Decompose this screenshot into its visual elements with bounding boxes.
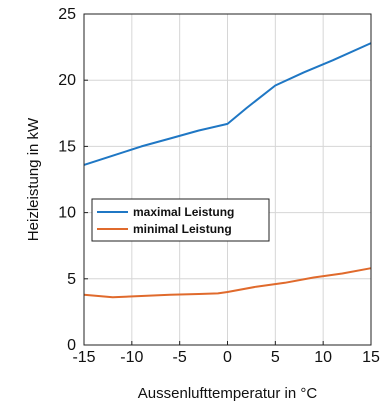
x-axis-label: Aussenlufttemperatur in °C: [138, 385, 318, 402]
y-tick-label: 0: [67, 337, 76, 354]
y-axis-label: Heizleistung in kW: [25, 117, 42, 241]
series-line-maximal: [83, 42, 372, 166]
y-tick-label: 10: [58, 205, 76, 222]
x-tick-label: -15: [72, 349, 95, 366]
y-tick-label: 15: [58, 138, 76, 155]
legend: maximal Leistung minimal Leistung: [91, 198, 270, 242]
legend-label-maximal: maximal Leistung: [133, 205, 234, 219]
plot-series: [83, 42, 372, 299]
y-tick-label: 5: [67, 271, 76, 288]
x-tick-label: -10: [120, 349, 143, 366]
x-tick-label: 10: [314, 349, 332, 366]
tick-labels: -15 -10 -5 0 5 10 15 0 5 10 15 20 25: [58, 6, 380, 366]
legend-label-minimal: minimal Leistung: [133, 222, 232, 236]
y-tick-label: 25: [58, 6, 76, 23]
x-tick-label: -5: [173, 349, 187, 366]
x-tick-label: 5: [271, 349, 280, 366]
x-tick-label: 0: [223, 349, 232, 366]
x-tick-label: 15: [362, 349, 380, 366]
y-tick-label: 20: [58, 72, 76, 89]
legend-box: [91, 198, 270, 242]
grid: [84, 14, 371, 345]
series-line-minimal: [83, 267, 372, 299]
